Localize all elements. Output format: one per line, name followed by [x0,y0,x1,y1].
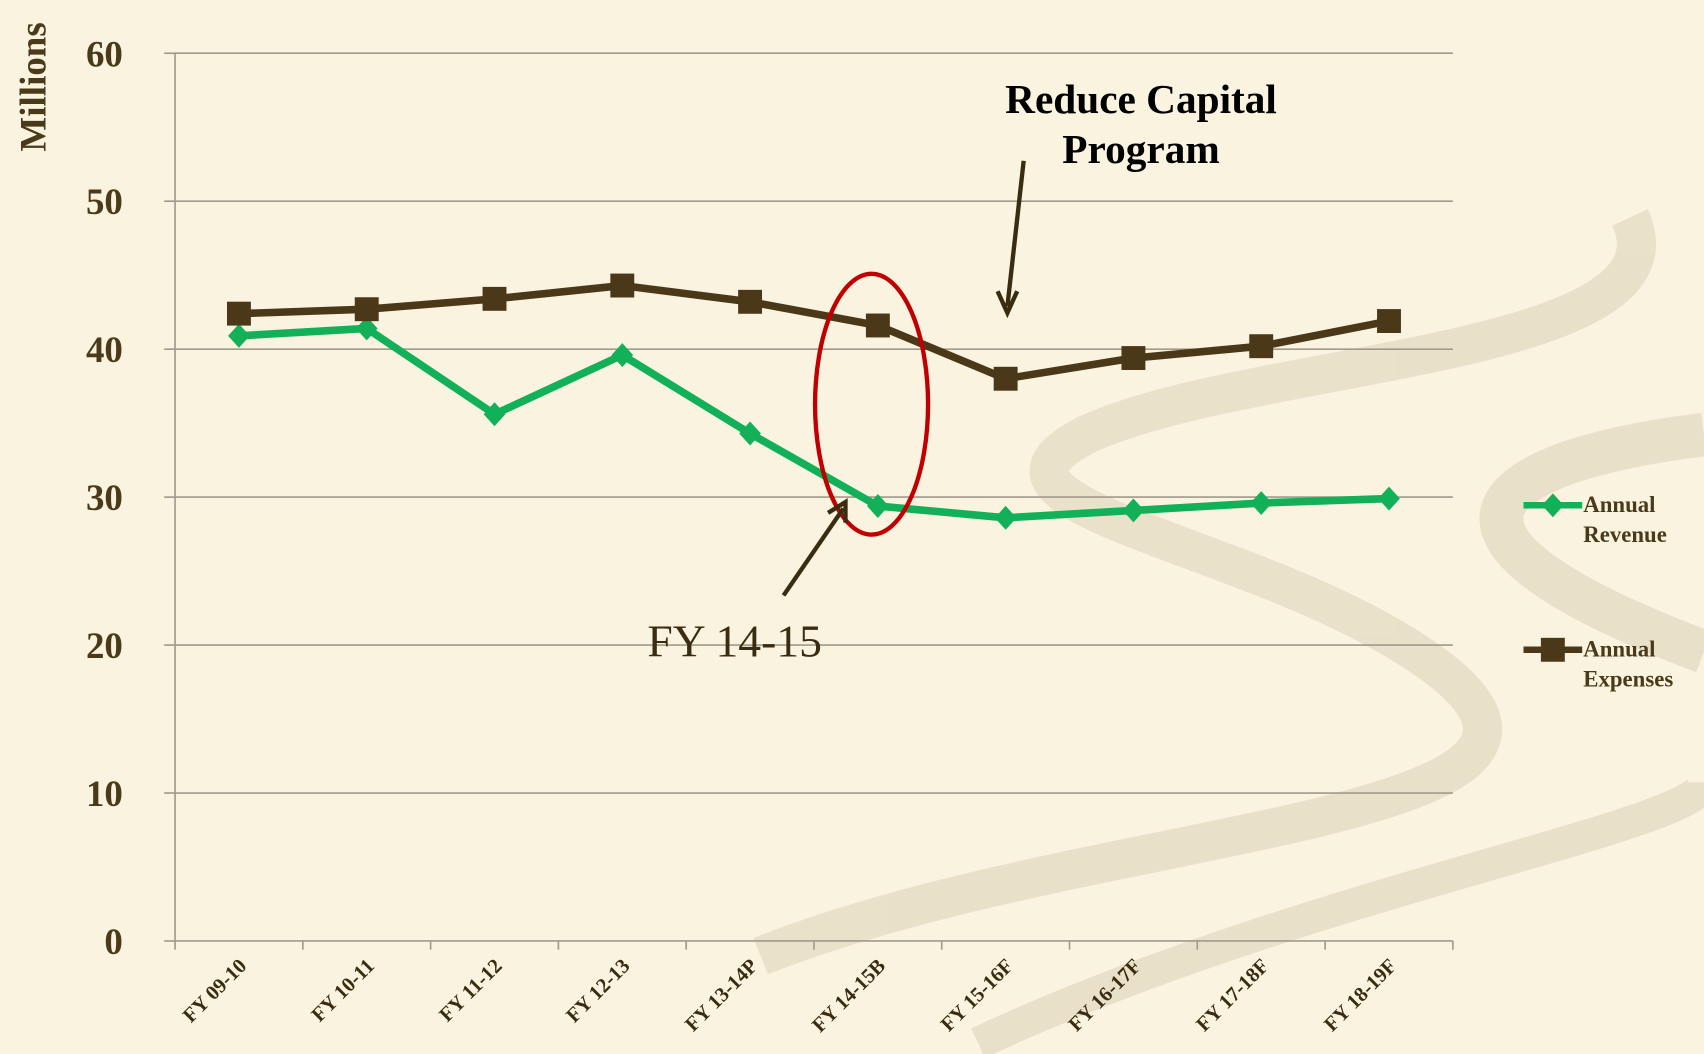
legend-label: Annual Expenses [1583,636,1673,691]
x-tick-label: FY 09-10 [179,955,251,1027]
y-tick-label: 50 [86,181,123,222]
data-point [1378,487,1400,511]
y-tick-label: 40 [86,329,123,370]
y-tick-label: 0 [104,921,122,962]
data-point [1250,491,1272,515]
data-point [1377,309,1401,333]
x-tick-label: FY 13-14P [681,955,762,1036]
x-tick-label: FY 18-19F [1320,955,1401,1036]
legend-marker [1541,638,1565,662]
data-point [228,324,250,348]
data-point [1249,334,1273,358]
highlight-ellipse [815,274,928,535]
data-point [1121,346,1145,370]
page: {"chart_data": {"type": "line", "y_label… [0,0,1704,1054]
annotation-arrow [784,509,844,596]
chart: Millions 0 10 20 30 40 50 60 FY 09-10 FY 10-11 FY… [0,0,1704,1054]
data-point [227,302,251,326]
annotation-arrow [1007,161,1023,307]
data-point [355,297,379,321]
x-tick-label: FY 14-15B [808,955,890,1037]
y-axis-label: Millions [13,22,54,151]
annotation: FY 14-15 [647,615,821,666]
data-point [738,290,762,314]
x-tick-label: FY 12-13 [562,955,634,1027]
annotation: Program [1062,126,1219,172]
legend-marker [1542,493,1564,517]
x-tick-label: FY 11-12 [435,955,506,1026]
annotation: Reduce Capital [1005,76,1277,122]
series-line [239,286,1389,379]
data-point [995,506,1017,530]
y-tick-label: 30 [86,477,123,518]
y-tick-label: 10 [86,773,123,814]
data-point [994,367,1018,391]
y-tick-label: 60 [86,33,123,74]
y-tick-label: 20 [86,625,123,666]
data-point [610,274,634,298]
background-swirl [761,217,1704,1043]
legend-label: Annual Revenue [1583,492,1667,547]
data-point [866,314,890,338]
data-point [483,287,507,311]
x-tick-label: FY 10-11 [308,955,379,1026]
